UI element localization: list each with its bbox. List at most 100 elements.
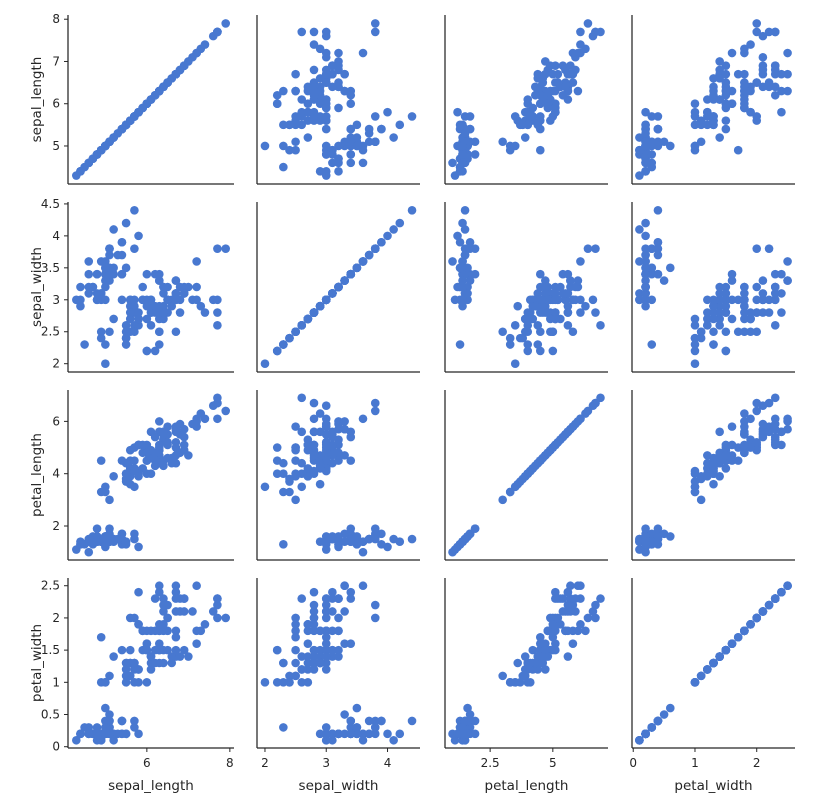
- data-point: [455, 237, 465, 247]
- data-point: [546, 116, 555, 125]
- data-point: [358, 257, 368, 266]
- data-point: [358, 735, 368, 745]
- data-point: [279, 120, 288, 130]
- data-point: [80, 723, 89, 732]
- data-point: [520, 133, 530, 142]
- data-point: [505, 340, 515, 349]
- data-point: [315, 626, 325, 636]
- y-tick-label: 3.5: [41, 261, 60, 275]
- data-point: [709, 466, 718, 476]
- data-point: [346, 716, 356, 726]
- data-point: [346, 137, 356, 147]
- data-point: [709, 308, 718, 317]
- data-point: [647, 263, 657, 273]
- panel-petal_width-vs-petal_length: 2.5 5: [444, 578, 608, 770]
- data-point: [297, 427, 307, 437]
- data-point: [279, 487, 288, 497]
- data-point: [309, 440, 319, 450]
- data-point: [130, 723, 139, 732]
- y-tick-label: 1: [52, 675, 60, 689]
- data-point: [733, 145, 743, 155]
- data-point: [764, 427, 774, 437]
- data-point: [117, 295, 127, 305]
- data-point: [175, 652, 185, 661]
- data-point: [109, 472, 118, 481]
- data-point: [641, 250, 650, 260]
- data-point: [76, 301, 85, 311]
- data-point: [101, 340, 110, 349]
- data-point: [315, 479, 325, 489]
- data-point: [285, 145, 294, 155]
- data-point: [635, 257, 644, 266]
- data-point: [523, 346, 533, 356]
- data-point: [740, 295, 749, 305]
- data-point: [740, 448, 749, 458]
- data-point: [588, 295, 598, 305]
- data-point: [159, 430, 168, 439]
- panel-petal_length-vs-sepal_length: 2 4 6: [52, 390, 234, 561]
- data-point: [163, 645, 172, 655]
- data-point: [740, 301, 749, 311]
- data-point: [370, 729, 380, 739]
- data-point: [740, 103, 749, 113]
- data-point: [150, 346, 160, 356]
- data-point: [221, 19, 230, 28]
- data-point: [105, 495, 114, 505]
- data-point: [142, 645, 152, 655]
- data-point: [260, 678, 270, 687]
- data-point: [715, 652, 724, 661]
- data-point: [328, 587, 337, 597]
- data-point: [458, 141, 467, 151]
- y-tick-label: 6: [52, 97, 60, 111]
- data-point: [709, 327, 718, 337]
- data-point: [783, 257, 792, 266]
- data-point: [641, 257, 650, 266]
- data-point: [303, 133, 313, 142]
- data-point: [551, 61, 560, 70]
- data-point: [764, 308, 774, 317]
- data-point: [92, 723, 102, 732]
- data-point: [321, 600, 331, 610]
- data-point: [321, 594, 331, 603]
- data-point: [321, 729, 331, 739]
- data-point: [291, 671, 300, 681]
- data-point: [513, 301, 523, 311]
- data-point: [121, 678, 131, 687]
- data-point: [208, 607, 218, 616]
- data-point: [370, 524, 380, 533]
- data-point: [566, 276, 575, 285]
- data-point: [346, 158, 356, 168]
- data-point: [370, 716, 380, 726]
- data-point: [167, 458, 177, 468]
- data-point: [364, 129, 374, 138]
- panel-petal_width-vs-sepal_width: 2 3 4: [256, 578, 420, 770]
- data-point: [297, 678, 307, 687]
- data-point: [541, 69, 550, 79]
- data-point: [715, 133, 724, 142]
- data-point: [303, 626, 313, 636]
- data-point: [84, 729, 94, 739]
- data-point: [709, 74, 718, 83]
- data-point: [571, 594, 580, 603]
- data-point: [758, 31, 768, 41]
- y-tick-label: 2: [52, 357, 60, 371]
- data-point: [92, 537, 102, 546]
- data-point: [321, 537, 331, 546]
- data-point: [520, 652, 530, 661]
- data-point: [309, 116, 319, 125]
- data-point: [455, 120, 465, 130]
- panel-petal_length-vs-sepal_width: [256, 390, 420, 561]
- data-point: [653, 244, 663, 253]
- data-point: [130, 206, 139, 215]
- data-point: [558, 594, 568, 603]
- data-point: [458, 150, 467, 159]
- data-point: [188, 607, 197, 616]
- data-point: [130, 244, 139, 253]
- data-point: [321, 401, 331, 410]
- data-point: [134, 308, 143, 317]
- data-point: [334, 65, 343, 75]
- data-point: [733, 295, 743, 305]
- data-point: [752, 116, 762, 125]
- data-point: [752, 19, 762, 28]
- data-point: [395, 218, 405, 228]
